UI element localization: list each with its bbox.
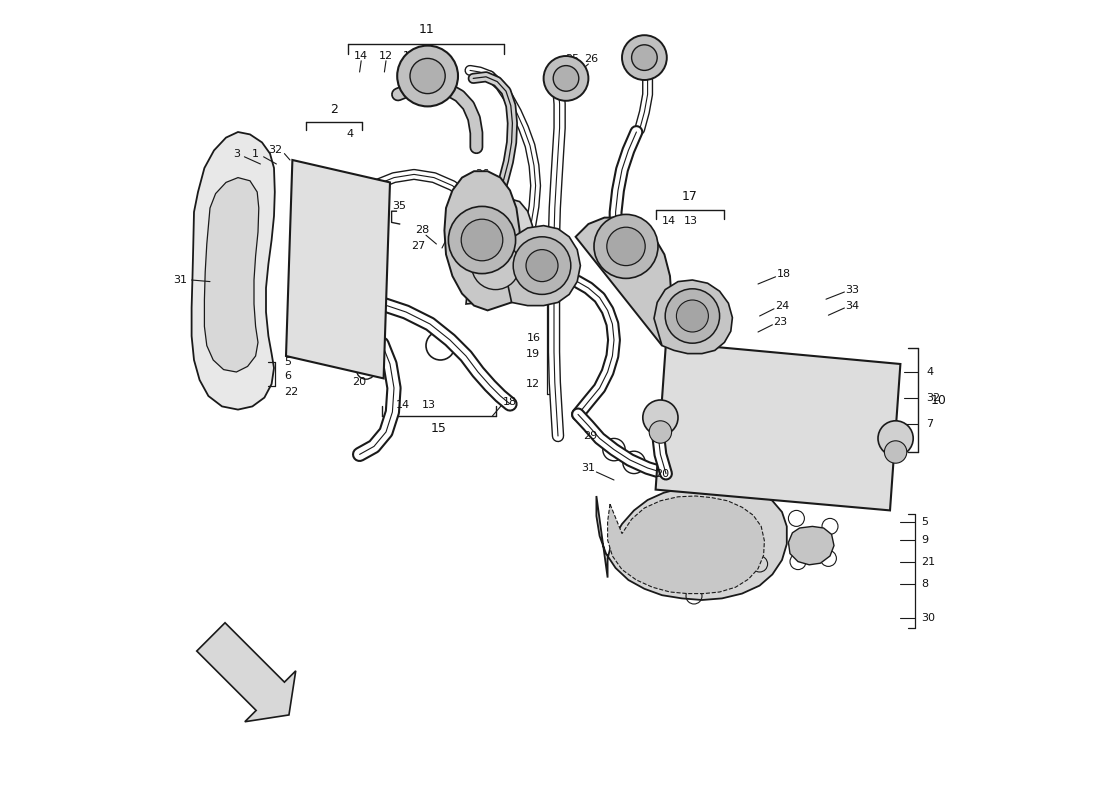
- Text: 19: 19: [403, 51, 417, 61]
- Text: 4: 4: [926, 367, 933, 377]
- Circle shape: [410, 58, 446, 94]
- Text: 25: 25: [459, 186, 473, 195]
- Circle shape: [449, 206, 516, 274]
- Text: 11: 11: [418, 23, 434, 36]
- Circle shape: [666, 289, 719, 343]
- Circle shape: [649, 421, 672, 443]
- Polygon shape: [444, 171, 519, 310]
- Circle shape: [553, 66, 579, 91]
- Polygon shape: [656, 342, 901, 510]
- Text: 21: 21: [921, 557, 935, 566]
- Text: 13: 13: [527, 291, 540, 301]
- Text: 5: 5: [921, 517, 928, 526]
- Polygon shape: [191, 132, 275, 410]
- Polygon shape: [505, 226, 581, 306]
- Circle shape: [884, 441, 906, 463]
- Circle shape: [461, 219, 503, 261]
- Circle shape: [642, 400, 678, 435]
- Circle shape: [472, 242, 519, 290]
- Text: 8: 8: [921, 579, 928, 589]
- Circle shape: [621, 35, 667, 80]
- Text: 32: 32: [926, 394, 940, 403]
- Polygon shape: [789, 526, 834, 565]
- Text: 31: 31: [174, 275, 187, 285]
- Circle shape: [397, 46, 458, 106]
- Text: 29: 29: [583, 431, 597, 441]
- Text: 10: 10: [931, 394, 947, 406]
- Circle shape: [631, 45, 657, 70]
- Polygon shape: [466, 198, 532, 304]
- Text: 31: 31: [582, 463, 595, 473]
- Text: 4: 4: [346, 129, 353, 138]
- Text: 19: 19: [526, 349, 540, 358]
- Circle shape: [543, 56, 588, 101]
- Text: 35: 35: [393, 202, 407, 211]
- Text: 20: 20: [654, 469, 669, 478]
- Text: 14: 14: [396, 400, 410, 410]
- Text: 14: 14: [526, 275, 540, 285]
- Polygon shape: [596, 486, 786, 600]
- Polygon shape: [654, 280, 733, 354]
- Text: 13: 13: [684, 216, 697, 226]
- Circle shape: [676, 300, 708, 332]
- Text: 24: 24: [774, 301, 789, 310]
- Text: 12: 12: [526, 379, 540, 389]
- Text: 13: 13: [421, 400, 436, 410]
- Text: 22: 22: [285, 387, 298, 397]
- Circle shape: [526, 250, 558, 282]
- Polygon shape: [607, 496, 764, 594]
- Text: 17: 17: [682, 190, 697, 203]
- Polygon shape: [575, 218, 672, 346]
- Circle shape: [514, 237, 571, 294]
- Text: 12: 12: [378, 51, 393, 61]
- Text: 34: 34: [845, 301, 859, 310]
- Text: 27: 27: [411, 242, 425, 251]
- Polygon shape: [197, 622, 296, 722]
- Text: 5: 5: [285, 357, 292, 366]
- Text: 3: 3: [233, 149, 240, 158]
- Polygon shape: [205, 178, 258, 372]
- Text: 26: 26: [475, 170, 490, 179]
- Text: 14: 14: [354, 51, 368, 61]
- Text: 25: 25: [565, 54, 580, 64]
- Text: 32: 32: [268, 146, 283, 155]
- Text: 24: 24: [475, 221, 490, 230]
- Text: 16: 16: [527, 333, 540, 342]
- Text: 26: 26: [584, 54, 598, 64]
- Circle shape: [878, 421, 913, 456]
- Text: 2: 2: [330, 103, 338, 116]
- Circle shape: [460, 230, 531, 302]
- Text: 9: 9: [921, 535, 928, 545]
- Polygon shape: [286, 160, 390, 378]
- Text: 28: 28: [415, 226, 429, 235]
- Text: 15: 15: [431, 422, 447, 435]
- Text: 20: 20: [352, 378, 366, 387]
- Text: 7: 7: [926, 419, 933, 429]
- Text: 6: 6: [285, 371, 292, 381]
- Circle shape: [607, 227, 646, 266]
- Text: 23: 23: [773, 317, 788, 326]
- Text: 1: 1: [252, 149, 260, 158]
- Text: 33: 33: [846, 285, 859, 294]
- Text: 18: 18: [777, 269, 791, 278]
- Circle shape: [594, 214, 658, 278]
- Text: 18: 18: [503, 397, 517, 406]
- Text: 14: 14: [661, 216, 675, 226]
- Text: 13: 13: [428, 51, 442, 61]
- Text: 23: 23: [446, 227, 460, 237]
- Text: 30: 30: [921, 613, 935, 622]
